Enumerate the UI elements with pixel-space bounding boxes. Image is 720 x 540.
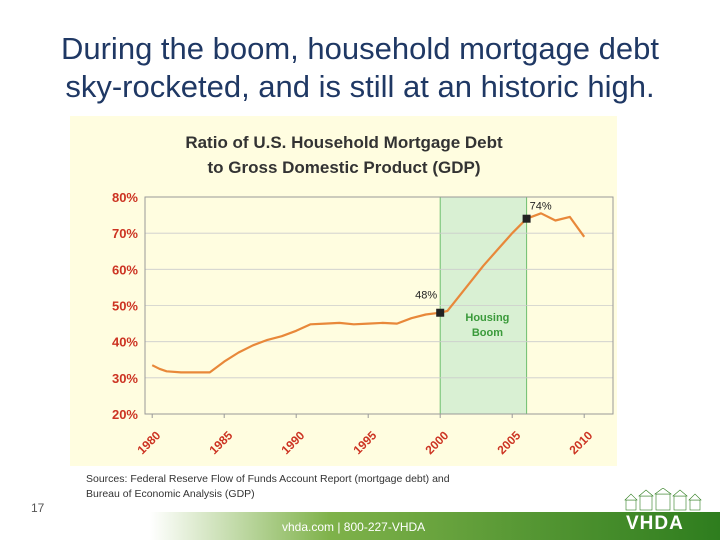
annotation-marker	[522, 214, 531, 223]
slide-title-line-2: sky-rocketed, and is still at an histori…	[65, 69, 655, 104]
slide-title: During the boom, household mortgage debt…	[20, 30, 700, 106]
annotation-label: 74%	[530, 201, 552, 213]
y-tick-label: 60%	[112, 262, 138, 277]
sources-line-2: Bureau of Economic Analysis (GDP)	[86, 488, 255, 500]
chart-title-line-1: Ratio of U.S. Household Mortgage Debt	[185, 133, 503, 152]
y-tick-label: 80%	[112, 190, 138, 205]
x-tick-label: 2010	[567, 428, 596, 457]
x-tick-label: 2000	[423, 428, 452, 457]
footer-contact[interactable]: vhda.com | 800-227-VHDA	[282, 520, 426, 534]
housing-boom-label-line-1: Housing	[465, 312, 509, 324]
x-tick-label: 1980	[135, 428, 164, 457]
y-tick-label: 70%	[112, 226, 138, 241]
plot-frame	[144, 196, 614, 415]
annotation-label: 48%	[415, 290, 437, 302]
mortgage-debt-ratio-line	[151, 212, 586, 374]
x-tick-label: 1985	[207, 428, 236, 457]
annotation-marker	[436, 308, 445, 317]
y-tick-label: 40%	[112, 335, 138, 350]
y-tick-label: 30%	[112, 371, 138, 386]
chart-title-line-2: to Gross Domestic Product (GDP)	[208, 158, 481, 177]
y-tick-label: 50%	[112, 299, 138, 314]
chart-panel: Ratio of U.S. Household Mortgage Debt to…	[70, 116, 617, 466]
sources-line-1: Sources: Federal Reserve Flow of Funds A…	[86, 473, 450, 485]
footer-bar	[0, 512, 720, 540]
sources-note: Sources: Federal Reserve Flow of Funds A…	[86, 472, 526, 502]
x-tick-label: 1995	[351, 428, 380, 457]
page-number: 17	[31, 501, 45, 515]
vhda-logo-text: VHDA	[626, 513, 684, 534]
slide-title-line-1: During the boom, household mortgage debt	[60, 31, 659, 66]
housing-boom-label-line-2: Boom	[472, 327, 503, 339]
x-tick-label: 1990	[279, 428, 308, 457]
mortgage-debt-chart: Ratio of U.S. Household Mortgage Debt to…	[112, 133, 614, 457]
x-tick-label: 2005	[495, 428, 524, 457]
vhda-logo-icon	[624, 488, 702, 511]
y-tick-label: 20%	[112, 407, 138, 422]
